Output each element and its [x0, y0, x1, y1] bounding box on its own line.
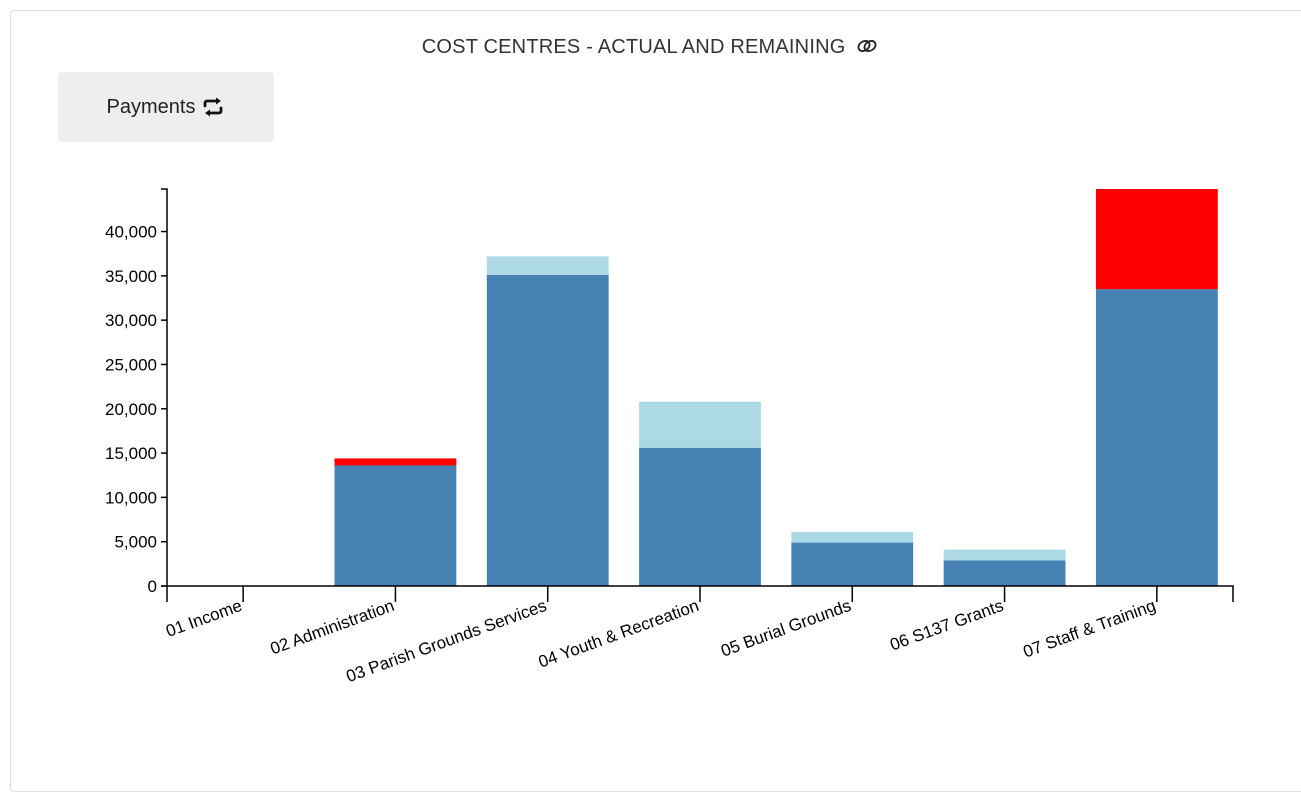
bar-5-series-2[interactable]	[791, 531, 914, 543]
bar-3-series-2[interactable]	[486, 256, 609, 275]
y-tick-label: 5,000	[114, 533, 157, 552]
y-axis: 0 5,000 10,000 15,000 20,000 25,000 30,000 35,0…	[105, 188, 168, 596]
bar-4-series-1[interactable]	[639, 447, 761, 586]
y-axis-line	[161, 188, 168, 587]
chart-title-row: COST CENTRES - ACTUAL AND REMAINING	[0, 36, 1301, 59]
bars-layer	[334, 189, 1218, 586]
x-tick-label: 05 Burial Grounds	[718, 596, 853, 661]
y-tick-label: 35,000	[105, 267, 157, 286]
x-tick-label: 02 Administration	[268, 596, 397, 658]
x-tick-label: 04 Youth & Recreation	[536, 596, 701, 672]
x-tick-label: 06 S137 Grants	[888, 596, 1006, 655]
stacked-bar-chart: 0 5,000 10,000 15,000 20,000 25,000 30,000 35,0…	[105, 188, 1234, 686]
link-icon[interactable]	[855, 38, 879, 54]
bar-6-series-1[interactable]	[943, 560, 1066, 586]
bar-7-series-1[interactable]	[1095, 289, 1218, 586]
swap-icon	[204, 97, 223, 117]
y-tick-label: 20,000	[105, 400, 157, 419]
payments-toggle-label: Payments	[106, 95, 196, 118]
x-tick-label: 07 Staff & Training	[1021, 596, 1159, 662]
y-tick-label: 10,000	[105, 488, 157, 507]
y-tick-label: 25,000	[105, 355, 157, 374]
x-tick-label: 01 Income	[163, 596, 244, 641]
payments-toggle-button[interactable]: Payments	[58, 72, 274, 142]
chart-title: COST CENTRES - ACTUAL AND REMAINING	[421, 36, 846, 58]
y-tick-label: 0	[148, 577, 157, 596]
bar-7-series-3[interactable]	[1095, 189, 1218, 290]
y-tick-label: 40,000	[105, 223, 157, 242]
bar-6-series-2[interactable]	[943, 549, 1066, 561]
bar-2-series-1[interactable]	[334, 465, 457, 586]
bar-5-series-1[interactable]	[791, 542, 914, 586]
bar-4-series-2[interactable]	[639, 401, 761, 448]
y-tick-label: 30,000	[105, 311, 157, 330]
y-tick-label: 15,000	[105, 444, 157, 463]
bar-2-series-3[interactable]	[334, 458, 457, 466]
bar-3-series-1[interactable]	[486, 274, 609, 586]
